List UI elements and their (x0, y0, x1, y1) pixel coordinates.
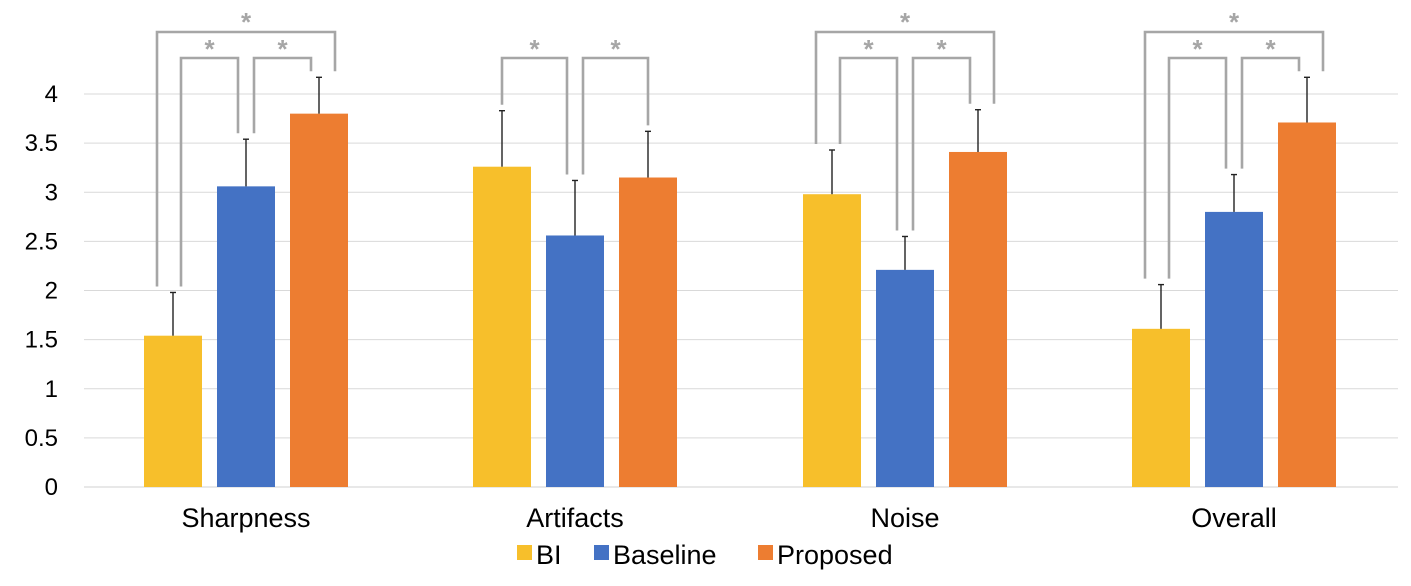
significance-star: * (1229, 7, 1240, 37)
bar-proposed-overall (1278, 122, 1336, 488)
significance-star: * (936, 34, 947, 64)
legend-label-proposed: Proposed (777, 540, 893, 570)
error-bars (170, 76, 1310, 336)
y-tick-label: 2.5 (25, 228, 58, 255)
legend: BI Baseline Proposed (517, 540, 893, 570)
x-axis-category-labels: Sharpness Artifacts Noise Overall (181, 503, 1276, 533)
significance-star: * (863, 34, 874, 64)
bar-proposed-artifacts (619, 177, 677, 487)
category-label-artifacts: Artifacts (526, 503, 624, 533)
significance-brackets: * * * * * * * * * * * (155, 7, 1325, 287)
bar-bi-noise (803, 194, 861, 487)
legend-swatch-bi (517, 545, 532, 560)
y-tick-label: 1 (45, 376, 58, 403)
gridlines (84, 93, 1398, 488)
bar-baseline-noise (876, 269, 934, 487)
significance-bracket (1240, 56, 1301, 169)
bar-baseline-sharpness (217, 186, 275, 488)
y-tick-label: 3.5 (25, 130, 58, 157)
legend-label-baseline: Baseline (613, 540, 717, 570)
category-label-sharpness: Sharpness (181, 503, 310, 533)
y-tick-label: 0 (45, 474, 58, 501)
significance-bracket (838, 56, 899, 231)
bar-baseline-artifacts (546, 235, 604, 487)
significance-bracket-wide (155, 30, 337, 287)
significance-star: * (1265, 34, 1276, 64)
significance-star: * (1192, 34, 1203, 64)
significance-star: * (204, 34, 215, 64)
significance-star: * (900, 7, 911, 37)
significance-bracket (252, 56, 313, 134)
significance-star: * (241, 7, 252, 37)
y-tick-label: 1.5 (25, 327, 58, 354)
significance-bracket-wide (1143, 30, 1325, 279)
y-tick-label: 0.5 (25, 425, 58, 452)
bar-baseline-overall (1205, 211, 1263, 487)
bar-bi-sharpness (144, 335, 202, 487)
bars (144, 113, 1336, 488)
bar-bi-overall (1132, 328, 1190, 487)
significance-bracket (500, 56, 569, 175)
bar-proposed-noise (949, 151, 1007, 487)
significance-star: * (529, 34, 540, 64)
category-label-noise: Noise (870, 503, 939, 533)
significance-bracket (581, 56, 650, 175)
legend-swatch-proposed (758, 545, 773, 560)
y-tick-label: 4 (45, 81, 58, 108)
significance-bracket-wide (814, 30, 996, 145)
y-tick-label: 2 (45, 278, 58, 305)
bar-bi-artifacts (473, 166, 531, 487)
significance-bracket (1167, 56, 1228, 279)
significance-bracket (179, 56, 240, 287)
legend-label-bi: BI (536, 540, 562, 570)
category-label-overall: Overall (1191, 503, 1277, 533)
bar-proposed-sharpness (290, 113, 348, 488)
significance-bracket (911, 56, 972, 231)
y-tick-label: 3 (45, 179, 58, 206)
significance-star: * (277, 34, 288, 64)
y-axis-tick-labels: 0 0.5 1 1.5 2 2.5 3 3.5 4 (25, 81, 58, 501)
significance-star: * (610, 34, 621, 64)
legend-swatch-baseline (594, 545, 609, 560)
